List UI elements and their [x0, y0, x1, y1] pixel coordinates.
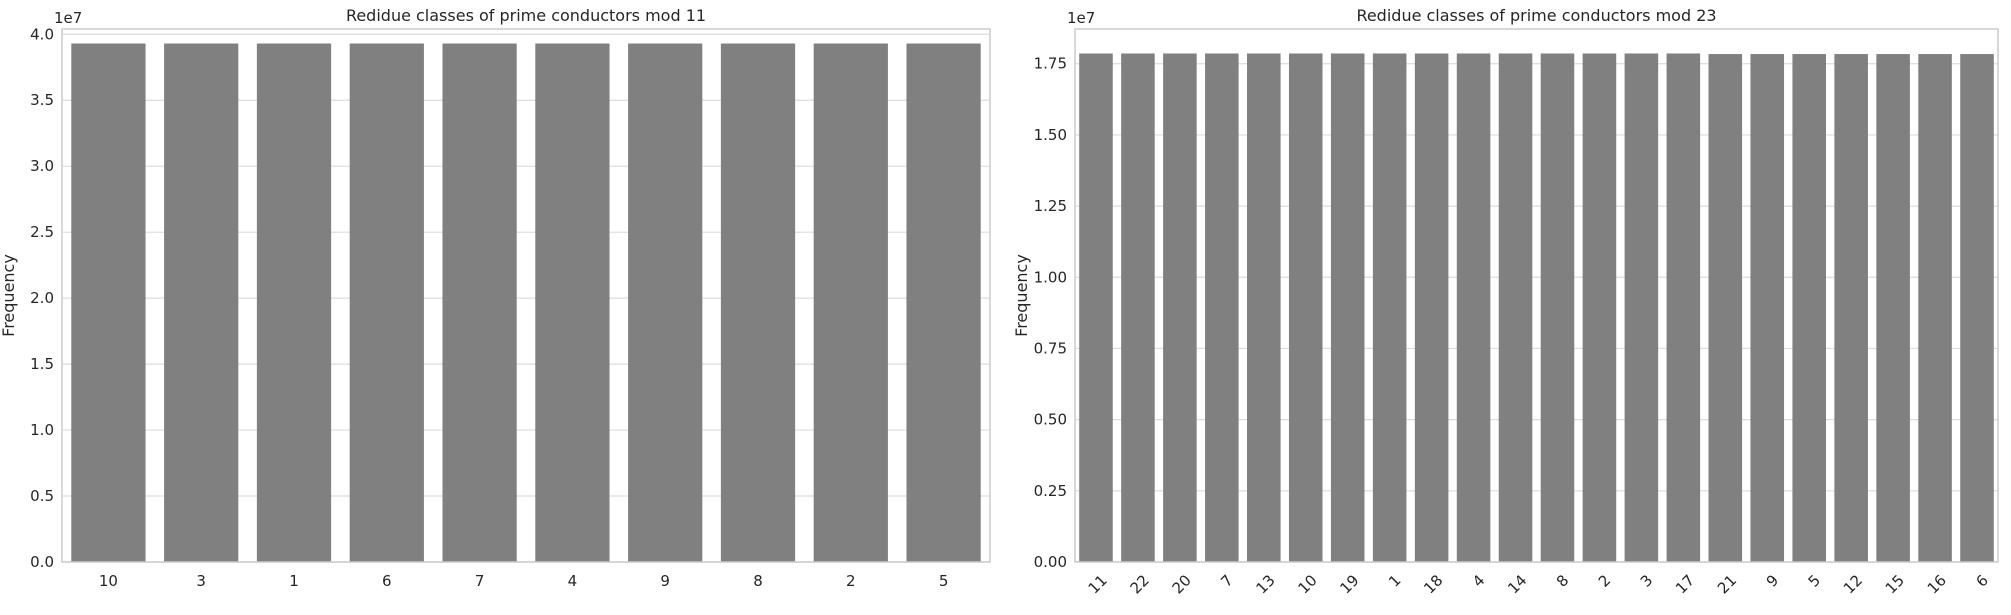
chart2-ytick-label: 1.50	[1034, 126, 1067, 144]
chart2-xtick-label: 16	[1924, 571, 1950, 597]
chart1-xtick-label: 9	[660, 572, 670, 590]
chart2-bar-19	[1330, 53, 1365, 562]
chart1-xtick-label: 4	[568, 572, 578, 590]
chart1-bar-3	[164, 43, 239, 562]
chart2-bar-21	[1708, 54, 1743, 563]
chart2-xtick-label: 17	[1672, 571, 1698, 597]
chart2-xtick-label: 3	[1637, 571, 1656, 590]
chart2-bar-1	[1372, 53, 1407, 562]
chart2-ytick-label: 0.50	[1034, 411, 1067, 429]
chart2-offset-label: 1e7	[1067, 9, 1095, 27]
chart1-xtick-label: 2	[846, 572, 856, 590]
chart1-title: Redidue classes of prime conductors mod …	[346, 6, 706, 25]
chart2-bar-15	[1876, 54, 1910, 563]
chart2-ylabel: Frequency	[1012, 254, 1031, 337]
chart2-bar-4	[1456, 53, 1491, 562]
chart1-ytick-label: 2.0	[30, 289, 54, 307]
chart2-ytick-label: 0.75	[1034, 339, 1067, 357]
chart1-ytick-label: 2.5	[30, 223, 54, 241]
chart1-ytick-label: 4.0	[30, 25, 54, 43]
chart2-xtick-label: 13	[1252, 571, 1278, 597]
chart2-xtick-label: 18	[1420, 571, 1446, 597]
chart2-xtick-label: 14	[1504, 571, 1530, 597]
chart2-ytick-label: 0.00	[1034, 553, 1067, 571]
chart1-axes-frame	[61, 28, 991, 563]
chart2-xtick-label: 9	[1763, 571, 1782, 590]
chart2-bar-3	[1624, 53, 1659, 562]
chart2-ytick-label: 1.00	[1034, 268, 1067, 286]
chart2-bar-13	[1247, 53, 1281, 562]
chart1-xtick-label: 10	[99, 572, 118, 590]
chart1-bar-2	[813, 43, 888, 562]
chart2-xtick-label: 21	[1714, 571, 1740, 597]
chart2-xtick-label: 15	[1882, 571, 1908, 597]
chart1-xtick-label: 6	[382, 572, 392, 590]
chart2-bar-22	[1121, 53, 1155, 562]
chart1-bar-5	[906, 43, 981, 562]
chart1-bar-7	[442, 43, 517, 562]
chart2-xtick-label: 12	[1840, 571, 1866, 597]
chart2-bar-5	[1792, 54, 1826, 563]
chart2-bar-9	[1750, 54, 1785, 563]
chart2-bar-6	[1960, 54, 1994, 563]
chart2-xtick-label: 11	[1085, 571, 1111, 597]
chart2-ytick-label: 0.25	[1034, 482, 1067, 500]
chart2-bar-16	[1918, 54, 1952, 563]
chart1-bar-6	[349, 43, 424, 562]
chart2-ytick-label: 1.25	[1034, 197, 1067, 215]
chart1-bar-8	[720, 43, 796, 562]
chart1-ytick-label: 3.5	[30, 91, 54, 109]
chart1-bar-9	[628, 43, 703, 562]
chart1-xtick-label: 5	[939, 572, 949, 590]
chart2-bar-14	[1498, 53, 1533, 562]
chart1-xtick-label: 1	[289, 572, 299, 590]
chart2-bar-20	[1163, 53, 1197, 562]
chart2-axes-frame	[1074, 28, 1999, 563]
chart2-xtick-label: 10	[1294, 571, 1320, 597]
chart1-ytick-label: 1.5	[30, 355, 54, 373]
chart2-bar-12	[1834, 54, 1868, 563]
chart2-bar-2	[1582, 53, 1617, 562]
chart2-xtick-label: 20	[1169, 571, 1195, 597]
chart2-xtick-label: 7	[1217, 571, 1236, 590]
chart2-bar-17	[1666, 53, 1701, 562]
chart1-ytick-label: 0.0	[30, 553, 54, 571]
chart1-ytick-label: 0.5	[30, 487, 54, 505]
chart2-bar-10	[1288, 53, 1323, 562]
chart2-bar-7	[1205, 53, 1239, 562]
chart2-bar-8	[1540, 53, 1575, 562]
chart2-xtick-label: 5	[1805, 571, 1824, 590]
chart1-bar-1	[256, 43, 332, 562]
chart1-offset-label: 1e7	[54, 9, 82, 27]
chart1-xtick-label: 7	[475, 572, 485, 590]
chart2-xtick-label: 2	[1595, 571, 1614, 590]
chart2-xtick-label: 4	[1469, 571, 1488, 590]
chart1-xtick-label: 3	[196, 572, 206, 590]
chart1-ytick-label: 3.0	[30, 157, 54, 175]
chart2-xtick-label: 1	[1385, 571, 1404, 590]
chart2-xtick-label: 8	[1553, 571, 1572, 590]
chart2-ytick-label: 1.75	[1034, 55, 1067, 73]
chart2-xtick-label: 22	[1127, 571, 1153, 597]
chart1-ytick-label: 1.0	[30, 421, 54, 439]
chart1-bar-10	[71, 43, 146, 562]
chart2-xtick-label: 6	[1972, 571, 1991, 590]
chart2-bar-18	[1414, 53, 1449, 562]
chart2-xtick-label: 19	[1336, 571, 1362, 597]
chart1-bar-4	[535, 43, 610, 562]
chart1-ylabel: Frequency	[0, 254, 18, 337]
chart2-bar-11	[1079, 53, 1113, 562]
chart1-xtick-label: 8	[753, 572, 763, 590]
chart2-title: Redidue classes of prime conductors mod …	[1356, 6, 1716, 25]
chart1-panel: 0.0 0.5 1.0 1.5 2.0 2.5 3.0 3.5 4.0 10 3 1 6 7 4 9 8 2 5 1e…	[0, 6, 991, 590]
